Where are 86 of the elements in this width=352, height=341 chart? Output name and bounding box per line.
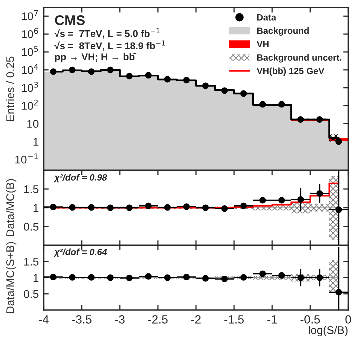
annotation: pp → VH; H → bb̄ (55, 53, 137, 62)
point (222, 276, 228, 282)
point (336, 289, 342, 296)
y-tick-label: 1 (34, 138, 39, 146)
annotation: CMS (55, 16, 85, 26)
y-axis-title: Data/MC(B) (6, 179, 17, 236)
y-tick-label: 10$^{7}$ (22, 10, 38, 20)
point (107, 66, 114, 74)
y-tick-label: 10$^{6}$ (22, 28, 38, 38)
point (50, 204, 57, 211)
y-tick-label: 10$^{4}$ (22, 64, 38, 74)
point (107, 204, 114, 212)
point (202, 82, 210, 90)
x-tick-label: -4 (39, 316, 49, 324)
y-axis-title: Entries / 0.25 (6, 56, 14, 121)
point (88, 274, 95, 281)
point (260, 197, 266, 204)
annotation: χ²/dof = 0.98 (54, 174, 108, 183)
point (298, 274, 304, 282)
point (260, 270, 266, 278)
point (69, 204, 76, 211)
point (88, 68, 95, 76)
y-tick-label: 1.5 (24, 186, 39, 194)
point (164, 76, 171, 83)
point (240, 274, 248, 281)
point (69, 274, 76, 281)
annotation: χ²/dof = 0.64 (54, 248, 108, 258)
point (278, 101, 286, 108)
x-axis-title: log(S/B) (309, 326, 348, 337)
point (126, 73, 133, 80)
legend-label: Data (257, 14, 277, 21)
point (145, 273, 152, 280)
y-tick-label: 0.5 (24, 223, 39, 231)
point (126, 274, 133, 282)
point (145, 72, 152, 79)
point (164, 204, 171, 211)
annotation: √s = 8TeV, L = 18.9 fb$^{−1}$ (54, 40, 166, 51)
y-axis-title: Data/MC(S+B) (6, 242, 17, 314)
point (69, 66, 76, 74)
x-tick-label: -0.5 (300, 315, 320, 324)
point (202, 275, 210, 282)
text: Background uncert. (257, 54, 342, 63)
y-tick-label: 10$^{5}$ (22, 46, 38, 56)
point (222, 88, 228, 94)
annotation: √s = 7TeV, L = 5.0 fb$^{−1}$ (54, 28, 160, 39)
point (50, 68, 57, 76)
x-tick-label: -1.5 (224, 316, 244, 324)
y-tick-label: 0.5 (24, 290, 39, 298)
point (298, 196, 304, 204)
point (298, 116, 304, 124)
legend-label: VH(bb̄) 125 GeV (256, 68, 325, 76)
point (50, 274, 57, 281)
point (107, 274, 114, 282)
point (316, 274, 324, 282)
point (183, 204, 190, 210)
point (336, 138, 342, 146)
x-tick-label: -2.5 (148, 315, 168, 324)
y-tick-label: 10$^{3}$ (22, 82, 38, 92)
y-tick-label: 1.5 (24, 258, 39, 266)
point (145, 202, 152, 210)
point (164, 274, 171, 282)
point (316, 116, 324, 124)
legend-label: VH (256, 41, 269, 48)
x-tick-label: -3 (115, 315, 125, 324)
x-tick-label: -2 (192, 315, 201, 324)
y-tick-label: 1 (34, 204, 39, 212)
y-tick-label: 10$^{2}$ (22, 100, 38, 110)
point (240, 202, 248, 210)
point (260, 101, 266, 108)
x-tick-label: -3.5 (72, 315, 92, 324)
y-tick-label: 10$^{−1}$ (16, 154, 38, 164)
point (126, 204, 133, 212)
point (88, 204, 95, 211)
point (240, 90, 248, 98)
y-tick-label: 1 (34, 274, 39, 282)
x-tick-label: -1 (268, 316, 278, 324)
point (278, 197, 286, 204)
point (202, 204, 210, 212)
point (222, 206, 228, 212)
point (336, 206, 342, 214)
y-tick-label: 10 (28, 120, 39, 128)
point (183, 77, 190, 84)
point (183, 274, 190, 281)
legend-label: Background (257, 28, 309, 36)
x-tick-label: 0 (346, 315, 352, 324)
point (278, 272, 286, 279)
